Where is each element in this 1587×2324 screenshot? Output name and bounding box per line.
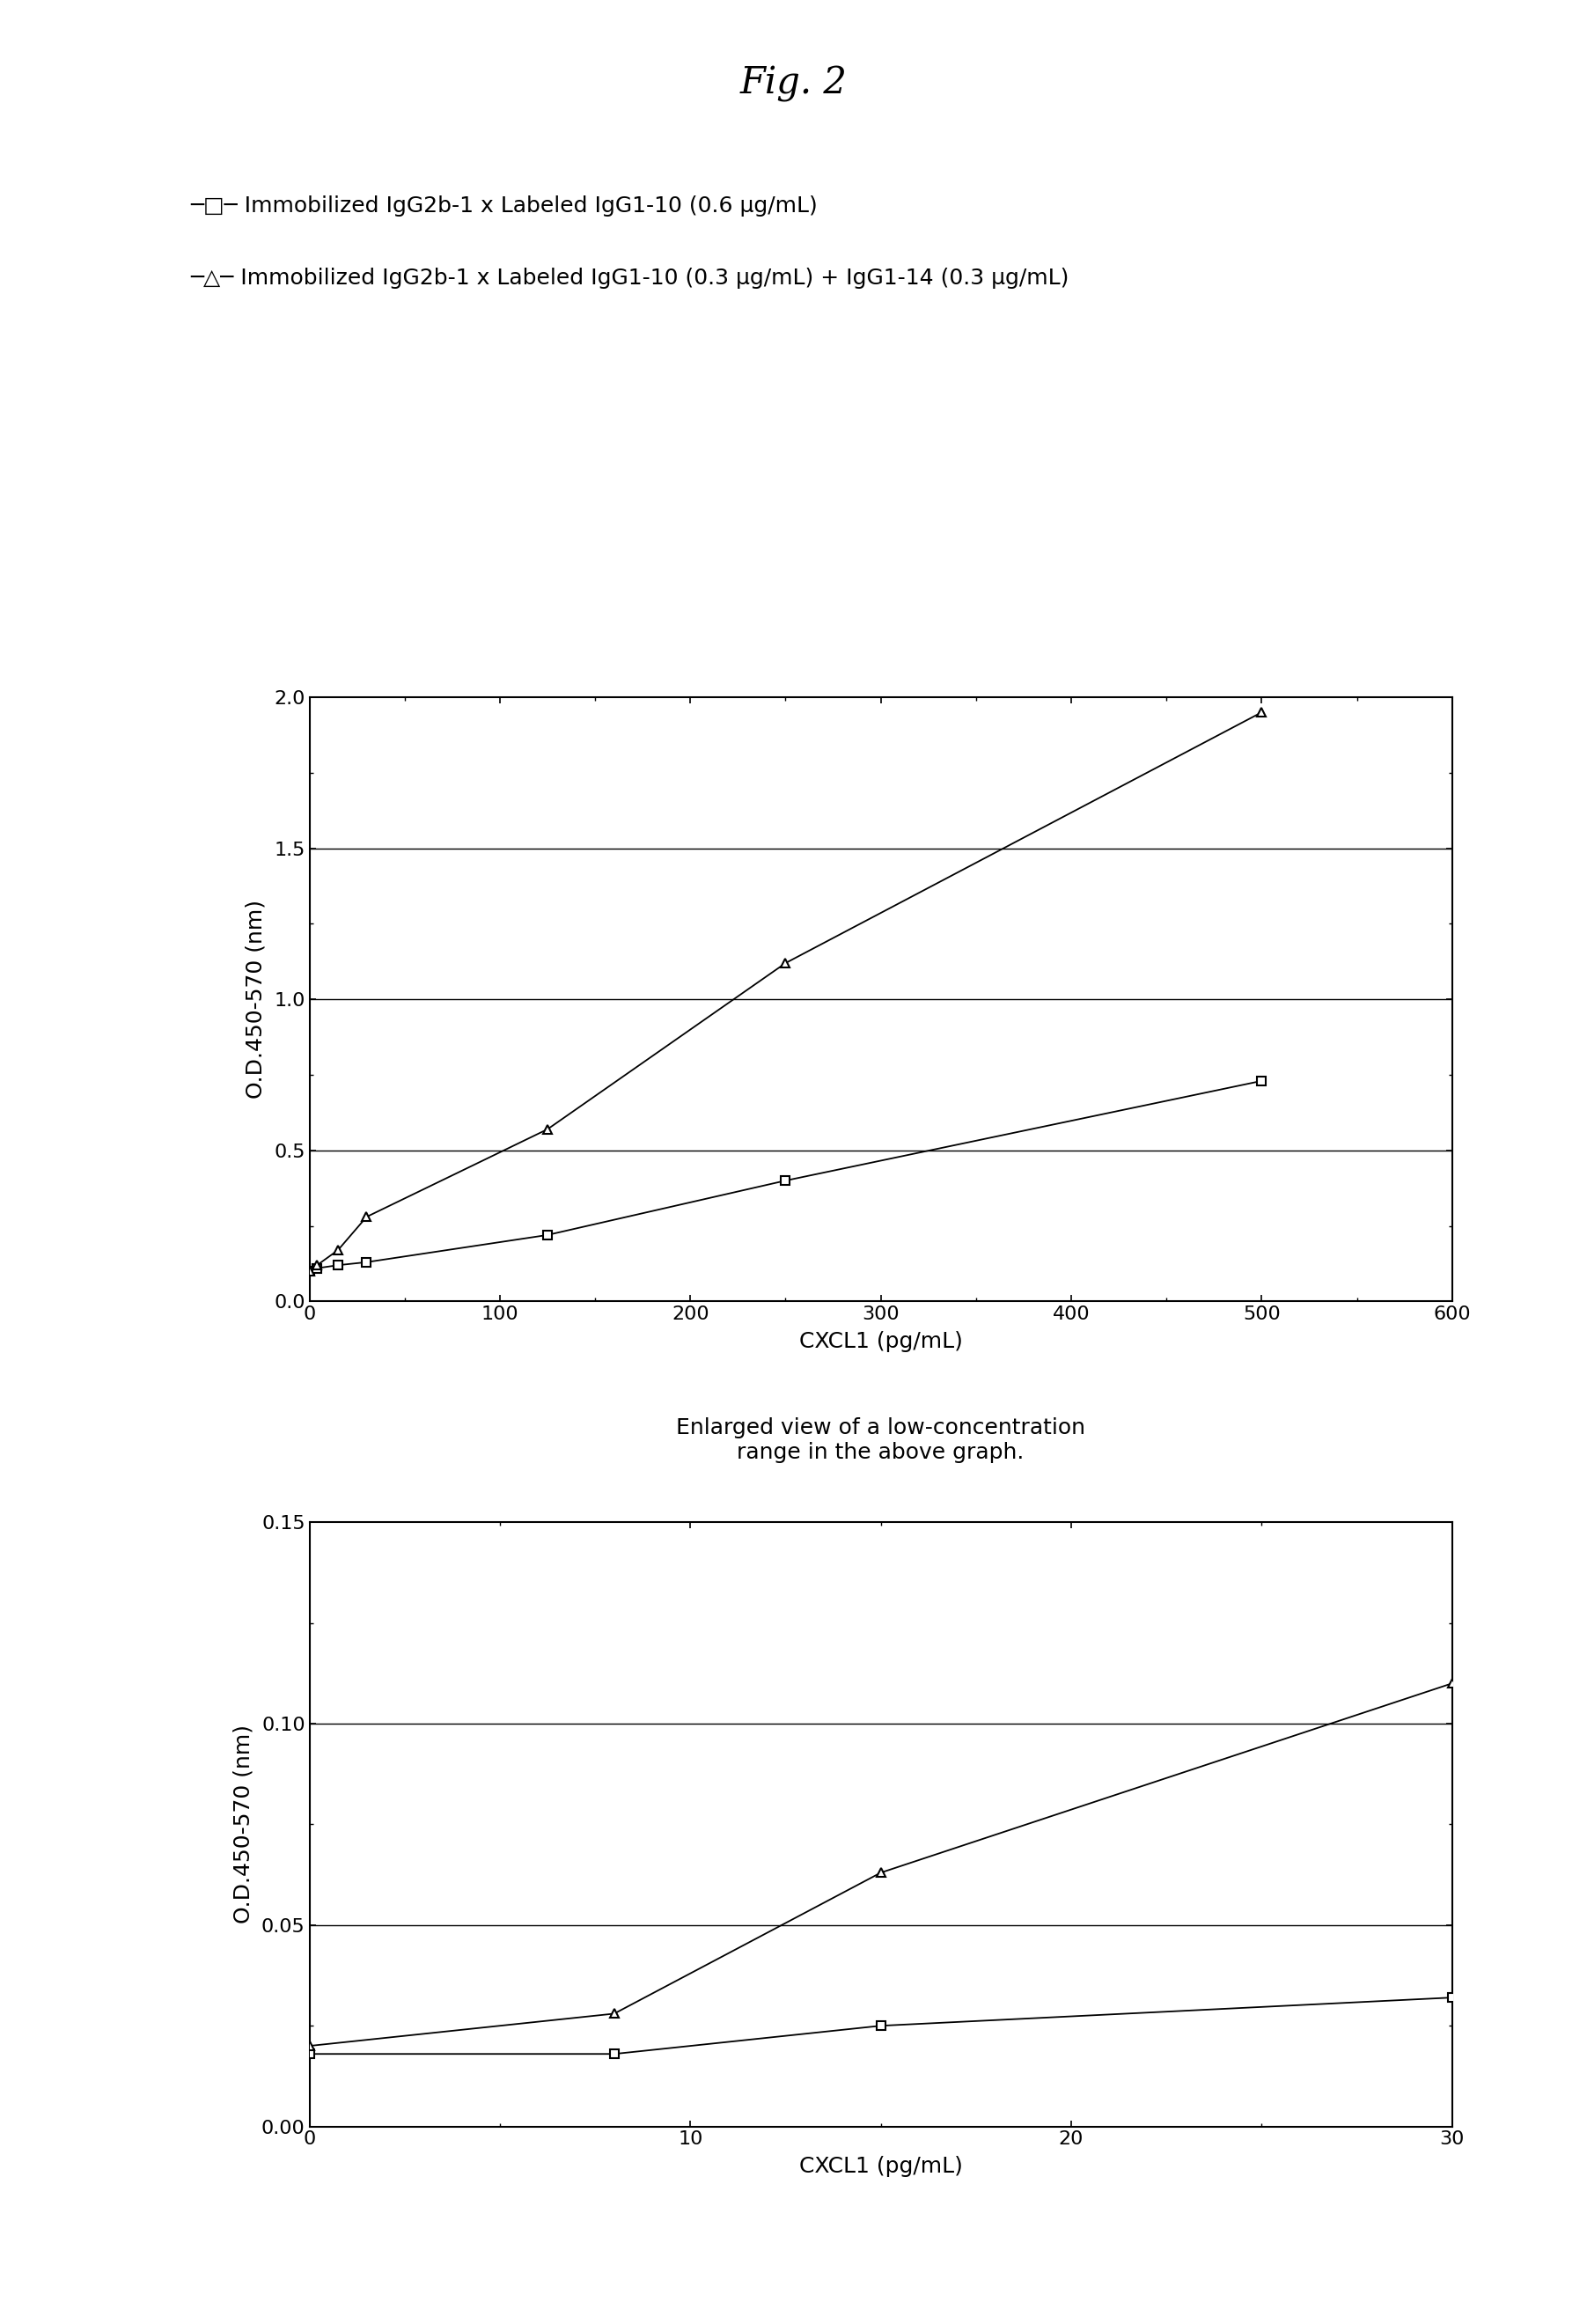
Text: ─□─ Immobilized IgG2b-1 x Labeled IgG1-10 (0.6 μg/mL): ─□─ Immobilized IgG2b-1 x Labeled IgG1-1… [190, 195, 817, 216]
Text: ─△─ Immobilized IgG2b-1 x Labeled IgG1-10 (0.3 μg/mL) + IgG1-14 (0.3 μg/mL): ─△─ Immobilized IgG2b-1 x Labeled IgG1-1… [190, 267, 1070, 288]
Text: Fig. 2: Fig. 2 [740, 65, 847, 102]
Text: Enlarged view of a low-concentration
range in the above graph.: Enlarged view of a low-concentration ran… [676, 1418, 1086, 1464]
Y-axis label: O.D.450-570 (nm): O.D.450-570 (nm) [246, 899, 267, 1099]
X-axis label: CXCL1 (pg/mL): CXCL1 (pg/mL) [798, 1332, 963, 1353]
Y-axis label: O.D.450-570 (nm): O.D.450-570 (nm) [233, 1724, 254, 1924]
X-axis label: CXCL1 (pg/mL): CXCL1 (pg/mL) [798, 2157, 963, 2178]
